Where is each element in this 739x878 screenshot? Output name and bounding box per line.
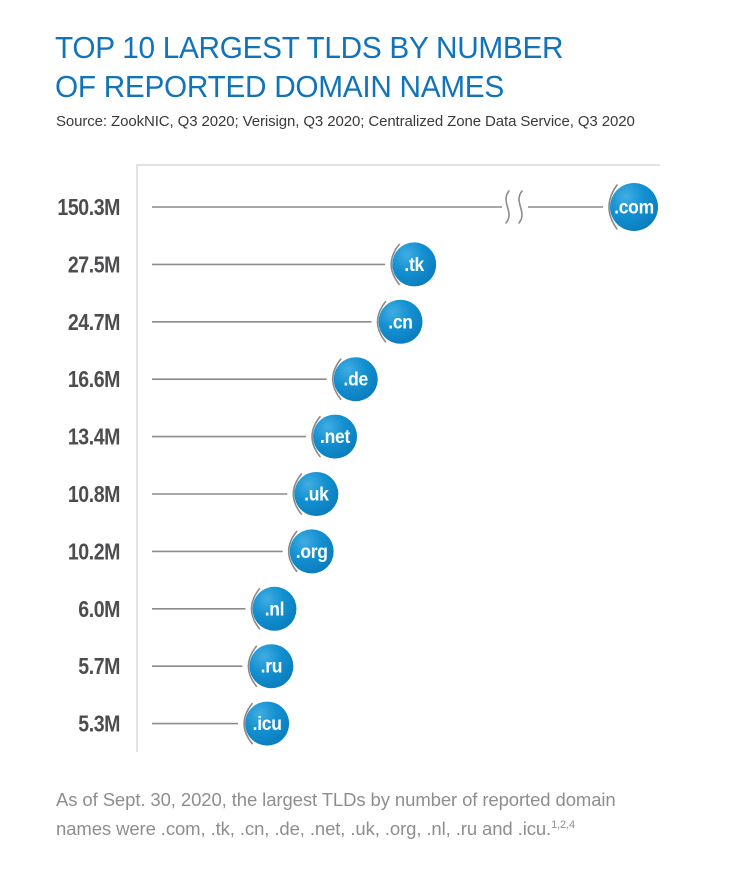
value-label-group: 10.8M [68, 482, 121, 508]
tld-bubble-label-group: .icu [253, 712, 282, 734]
paren-cap-icon [311, 415, 321, 458]
page-title-line1: TOP 10 LARGEST TLDS BY NUMBER [55, 30, 564, 65]
tld-bubble [378, 299, 423, 344]
tld-bubble [252, 586, 297, 631]
value-label-group: 16.6M [68, 367, 121, 393]
source-line: Source: ZookNIC, Q3 2020; Verisign, Q3 2… [56, 113, 635, 130]
tld-bubble-label: .cn [388, 311, 413, 333]
value-label: 16.6M [68, 367, 120, 393]
value-label-group: 150.3M [57, 195, 120, 221]
value-label-group: 27.5M [68, 252, 121, 278]
tld-bubble-label-group: .nl [265, 598, 285, 620]
tld-bubble [333, 357, 378, 402]
value-label-group: 13.4M [68, 424, 121, 450]
tld-bubble-label-group: .tk [404, 253, 425, 275]
paren-cap-icon [376, 301, 387, 343]
value-label: 10.8M [68, 482, 120, 508]
tld-bubble-label: .nl [265, 598, 285, 620]
page-title: TOP 10 LARGEST TLDS BY NUMBER OF REPORTE… [55, 28, 584, 106]
paren-cap-icon [243, 702, 253, 745]
tld-bubble-label-group: .uk [304, 483, 330, 505]
tld-bubble-label-group: .cn [388, 311, 413, 333]
value-label-group: 5.3M [78, 711, 120, 737]
tld-bubble-label: .net [320, 425, 350, 447]
chart-rows: 150.3M .com 27.5M .tk 24.7M .cn 16.6M .de 13.4M.… [57, 183, 658, 746]
tld-bubble-label: .uk [304, 483, 330, 505]
value-label: 10.2M [68, 539, 120, 565]
value-label-group: 5.7M [78, 654, 120, 680]
chart-row: 13.4M .net [68, 414, 358, 459]
tld-bubble-label-group: .ru [261, 655, 283, 677]
value-label-group: 24.7M [68, 309, 121, 335]
value-label: 13.4M [68, 424, 120, 450]
chart-row: 5.7M .ru [78, 644, 294, 689]
tld-bubble-label: .ru [261, 655, 283, 677]
footnote-text: As of Sept. 30, 2020, the largest TLDs b… [56, 789, 616, 839]
plot-frame [136, 164, 660, 752]
tld-bubble-label-group: .org [296, 540, 328, 562]
chart-row: 150.3M .com [57, 183, 658, 231]
paren-cap-icon [292, 473, 303, 515]
value-label: 5.3M [78, 711, 120, 737]
chart-row: 16.6M .de [68, 357, 378, 402]
value-label: 6.0M [78, 596, 120, 622]
tld-bubble-label-group: .net [320, 425, 350, 447]
tld-bubble-label-group: .de [343, 368, 368, 390]
paren-cap-icon [287, 530, 298, 573]
paren-cap-icon [247, 645, 258, 687]
chart-row: 24.7M .cn [68, 299, 423, 344]
value-label-group: 6.0M [78, 596, 120, 622]
chart-row: 10.8M .uk [68, 472, 339, 516]
chart-row: 10.2M .org [68, 529, 334, 574]
paren-cap-icon [250, 588, 261, 630]
value-label: 27.5M [68, 252, 120, 278]
tld-bubble-label: .de [343, 368, 368, 390]
tld-bubble [610, 183, 658, 231]
tld-bubble [313, 414, 358, 459]
paren-cap-icon [331, 358, 342, 400]
footnote: As of Sept. 30, 2020, the largest TLDs b… [56, 785, 671, 843]
paren-cap-icon [608, 184, 618, 230]
axis-break-icon [518, 190, 523, 224]
tld-bubble-label: .com [614, 196, 654, 218]
axis-break-icon [505, 190, 510, 224]
tld-bubble [245, 701, 290, 746]
tld-bubble [392, 242, 437, 287]
value-label: 24.7M [68, 309, 120, 335]
value-label: 150.3M [57, 195, 120, 221]
tld-bubble-label: .org [296, 540, 328, 562]
value-label: 5.7M [78, 654, 120, 680]
tld-bubble-label: .icu [253, 712, 282, 734]
tld-bubble [249, 644, 294, 689]
chart-row: 27.5M .tk [68, 242, 437, 287]
page-title-line2: OF REPORTED DOMAIN NAMES [55, 69, 504, 104]
chart-row: 5.3M .icu [78, 701, 290, 746]
value-label-group: 10.2M [68, 539, 121, 565]
tld-bubble-label-group: .com [614, 196, 654, 218]
tld-bubble-label: .tk [404, 253, 425, 275]
paren-cap-icon [390, 243, 401, 286]
chart-row: 6.0M .nl [78, 586, 297, 631]
tld-bubble [294, 472, 339, 516]
footnote-reference-marks: 1,2,4 [551, 818, 576, 831]
tld-bubble [289, 529, 334, 574]
